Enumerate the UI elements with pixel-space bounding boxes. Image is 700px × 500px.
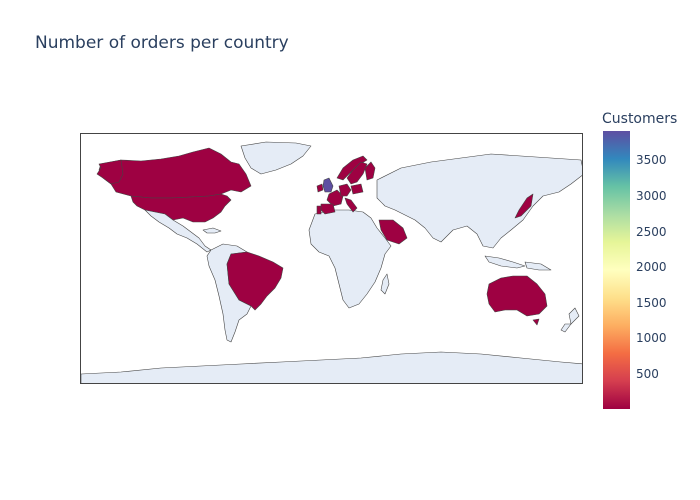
colorbar-tick: 3500 xyxy=(636,153,667,167)
colorbar-title: Customers xyxy=(602,111,678,127)
southeast-asia-islands[interactable] xyxy=(484,255,526,269)
greenland[interactable] xyxy=(240,141,312,175)
country-germany[interactable] xyxy=(338,183,352,197)
colorbar-tick: 1000 xyxy=(636,331,667,345)
country-finland[interactable] xyxy=(364,161,376,181)
country-portugal[interactable] xyxy=(316,205,322,215)
madagascar[interactable] xyxy=(380,273,390,295)
antarctica[interactable] xyxy=(81,351,583,384)
country-japan[interactable] xyxy=(514,193,534,219)
new-zealand-south[interactable] xyxy=(560,323,572,333)
country-brazil[interactable] xyxy=(226,251,284,311)
colorbar-tick: 500 xyxy=(636,367,659,381)
country-norway[interactable] xyxy=(336,155,368,181)
colorbar-tick: 3000 xyxy=(636,189,667,203)
country-canada[interactable] xyxy=(98,147,252,199)
country-france[interactable] xyxy=(326,189,344,207)
country-usa[interactable] xyxy=(130,193,232,223)
country-ireland[interactable] xyxy=(316,183,324,193)
africa[interactable] xyxy=(308,209,392,309)
colorbar xyxy=(603,131,630,409)
country-saudi-arabia[interactable] xyxy=(378,219,408,245)
colorbar-tick: 2500 xyxy=(636,225,667,239)
country-usa-alaska[interactable] xyxy=(96,159,124,185)
new-zealand[interactable] xyxy=(568,307,580,325)
country-spain[interactable] xyxy=(320,203,336,215)
eurasia[interactable] xyxy=(376,153,583,249)
map-frame[interactable] xyxy=(80,133,583,384)
colorbar-tick: 1500 xyxy=(636,296,667,310)
colorbar-tick: 2000 xyxy=(636,260,667,274)
chart-title: Number of orders per country xyxy=(35,33,289,53)
new-guinea[interactable] xyxy=(524,261,552,271)
country-italy[interactable] xyxy=(344,197,358,213)
country-australia[interactable] xyxy=(486,275,548,317)
country-australia-tasmania[interactable] xyxy=(532,318,540,326)
country-poland[interactable] xyxy=(350,183,364,195)
caribbean[interactable] xyxy=(202,227,222,234)
country-uk[interactable] xyxy=(322,177,334,193)
world-map[interactable] xyxy=(81,134,583,384)
